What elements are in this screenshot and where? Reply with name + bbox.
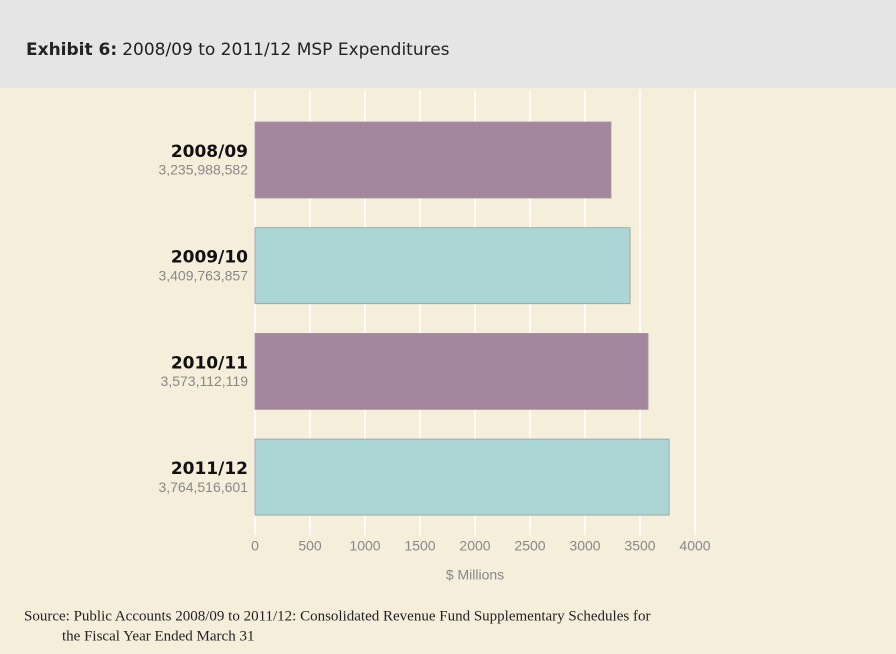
- x-tick-label: 1000: [349, 538, 380, 554]
- value-label: 3,409,763,857: [158, 267, 248, 283]
- x-tick-label: 500: [298, 538, 322, 554]
- x-tick-label: 3500: [624, 538, 655, 554]
- x-tick-label: 0: [251, 538, 259, 554]
- title-prefix: Exhibit 6:: [26, 40, 117, 60]
- category-label: 2009/10: [171, 248, 248, 268]
- value-label: 3,235,988,582: [158, 162, 248, 178]
- category-label: 2008/09: [171, 142, 248, 162]
- x-tick-label: 1500: [404, 538, 435, 554]
- value-label: 3,573,112,119: [161, 373, 249, 389]
- x-tick-label: 3000: [569, 538, 600, 554]
- x-tick-label: 2500: [514, 538, 545, 554]
- category-label: 2010/11: [171, 353, 248, 373]
- bar: [254, 438, 670, 516]
- source-note-cont: the Fiscal Year Ended March 31: [62, 628, 254, 644]
- bar: [254, 227, 631, 305]
- value-label: 3,764,516,601: [158, 479, 248, 495]
- header-band: [0, 0, 896, 88]
- x-axis-label: $ Millions: [446, 567, 504, 583]
- category-label: 2011/12: [171, 459, 248, 479]
- x-tick-label: 2000: [459, 538, 490, 554]
- x-tick-label: 4000: [679, 538, 710, 554]
- title-text: 2008/09 to 2011/12 MSP Expenditures: [122, 40, 449, 60]
- source-note: Source: Public Accounts 2008/09 to 2011/…: [24, 608, 650, 624]
- bar: [254, 121, 612, 199]
- bar: [254, 332, 649, 410]
- chart-title: Exhibit 6: 2008/09 to 2011/12 MSP Expendi…: [26, 40, 450, 60]
